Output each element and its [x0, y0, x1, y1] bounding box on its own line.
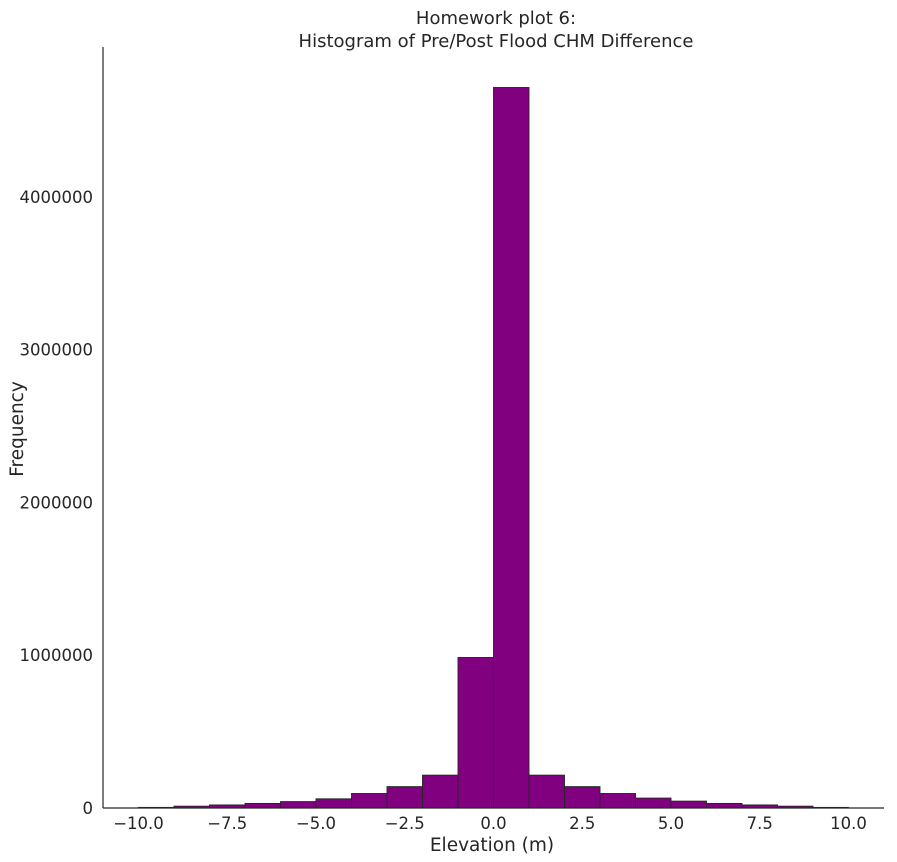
- x-tick-label: 7.5: [747, 814, 773, 833]
- y-tick-label: 0: [83, 799, 94, 818]
- x-tick-label: −7.5: [207, 814, 247, 833]
- x-tick-label: 10.0: [830, 814, 867, 833]
- histogram-bar: [670, 800, 707, 809]
- histogram-bar: [599, 793, 636, 809]
- histogram-bar: [564, 786, 601, 809]
- histogram-bar: [422, 774, 459, 809]
- y-tick-label: 4000000: [20, 188, 94, 207]
- histogram-bar: [315, 798, 352, 809]
- histogram-bar: [351, 793, 388, 809]
- x-tick-labels: −10.0 −7.5 −5.0 −2.5 0.0 2.5 5.0 7.5 10.0: [113, 814, 867, 833]
- y-tick-label: 3000000: [20, 341, 94, 360]
- x-tick-label: 5.0: [658, 814, 684, 833]
- histogram-bar: [635, 797, 672, 809]
- histogram-bar: [706, 802, 743, 809]
- histogram-bars: [138, 87, 849, 809]
- histogram-bar: [493, 87, 530, 809]
- x-tick-label: −5.0: [296, 814, 336, 833]
- y-tick-labels: 0 1000000 2000000 3000000 4000000: [20, 188, 94, 818]
- chart-title-line-1: Homework plot 6:: [416, 8, 576, 29]
- histogram-bar: [280, 801, 317, 809]
- y-tick-label: 1000000: [20, 646, 94, 665]
- histogram-bar: [386, 786, 423, 809]
- x-axis-label: Elevation (m): [430, 835, 554, 856]
- y-tick-label: 2000000: [20, 493, 94, 512]
- histogram-bar: [244, 802, 281, 809]
- histogram-bar: [528, 774, 565, 809]
- x-tick-label: 2.5: [569, 814, 595, 833]
- y-axis-label: Frequency: [7, 381, 28, 477]
- chart-title-line-2: Histogram of Pre/Post Flood CHM Differen…: [299, 31, 694, 52]
- x-tick-label: −2.5: [385, 814, 425, 833]
- x-tick-label: −10.0: [113, 814, 164, 833]
- x-tick-label: 0.0: [480, 814, 506, 833]
- histogram-bar: [457, 657, 494, 809]
